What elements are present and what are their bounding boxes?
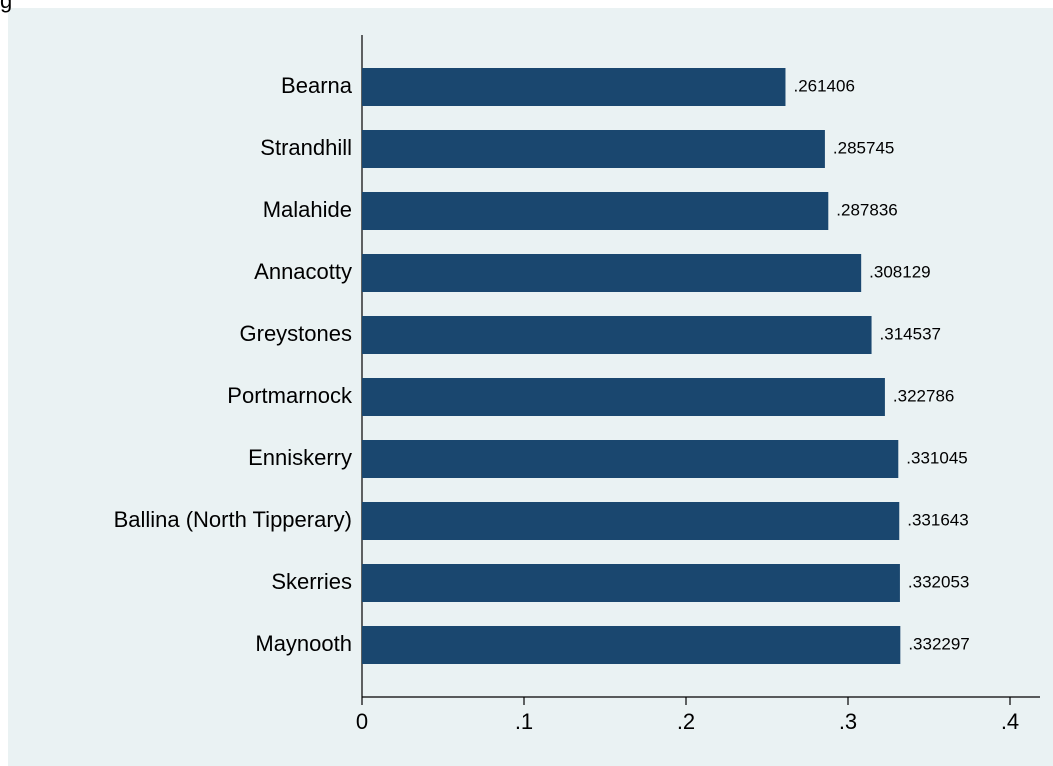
bar [362,378,885,416]
y-tick-label: Portmarnock [227,383,353,408]
bar [362,626,901,664]
bar [362,254,862,292]
y-tick-label: Strandhill [260,135,352,160]
x-tick-label: .4 [1001,709,1019,734]
y-tick-label: Ballina (North Tipperary) [114,507,352,532]
y-tick-label: Annacotty [254,259,352,284]
bar [362,502,900,540]
bar [362,440,899,478]
y-tick-label: Malahide [263,197,352,222]
y-tick-label: Enniskerry [248,445,352,470]
bar [362,192,829,230]
chart-title: g [0,0,12,13]
x-tick-label: .1 [515,709,533,734]
bar [362,564,900,602]
value-label: .331643 [907,510,968,529]
value-label: .261406 [793,76,854,95]
value-label: .285745 [833,138,894,157]
bar [362,316,872,354]
value-label: .322786 [893,386,954,405]
y-tick-label: Greystones [240,321,353,346]
x-tick-label: 0 [356,709,368,734]
bar [362,68,786,106]
value-label: .332053 [908,572,969,591]
value-label: .331045 [906,448,967,467]
y-tick-label: Skerries [271,569,352,594]
value-label: .287836 [836,200,897,219]
value-label: .314537 [880,324,941,343]
y-tick-label: Bearna [281,73,353,98]
value-label: .308129 [869,262,930,281]
bar [362,130,825,168]
value-label: .332297 [908,634,969,653]
x-tick-label: .2 [677,709,695,734]
y-tick-label: Maynooth [255,631,352,656]
x-tick-label: .3 [839,709,857,734]
